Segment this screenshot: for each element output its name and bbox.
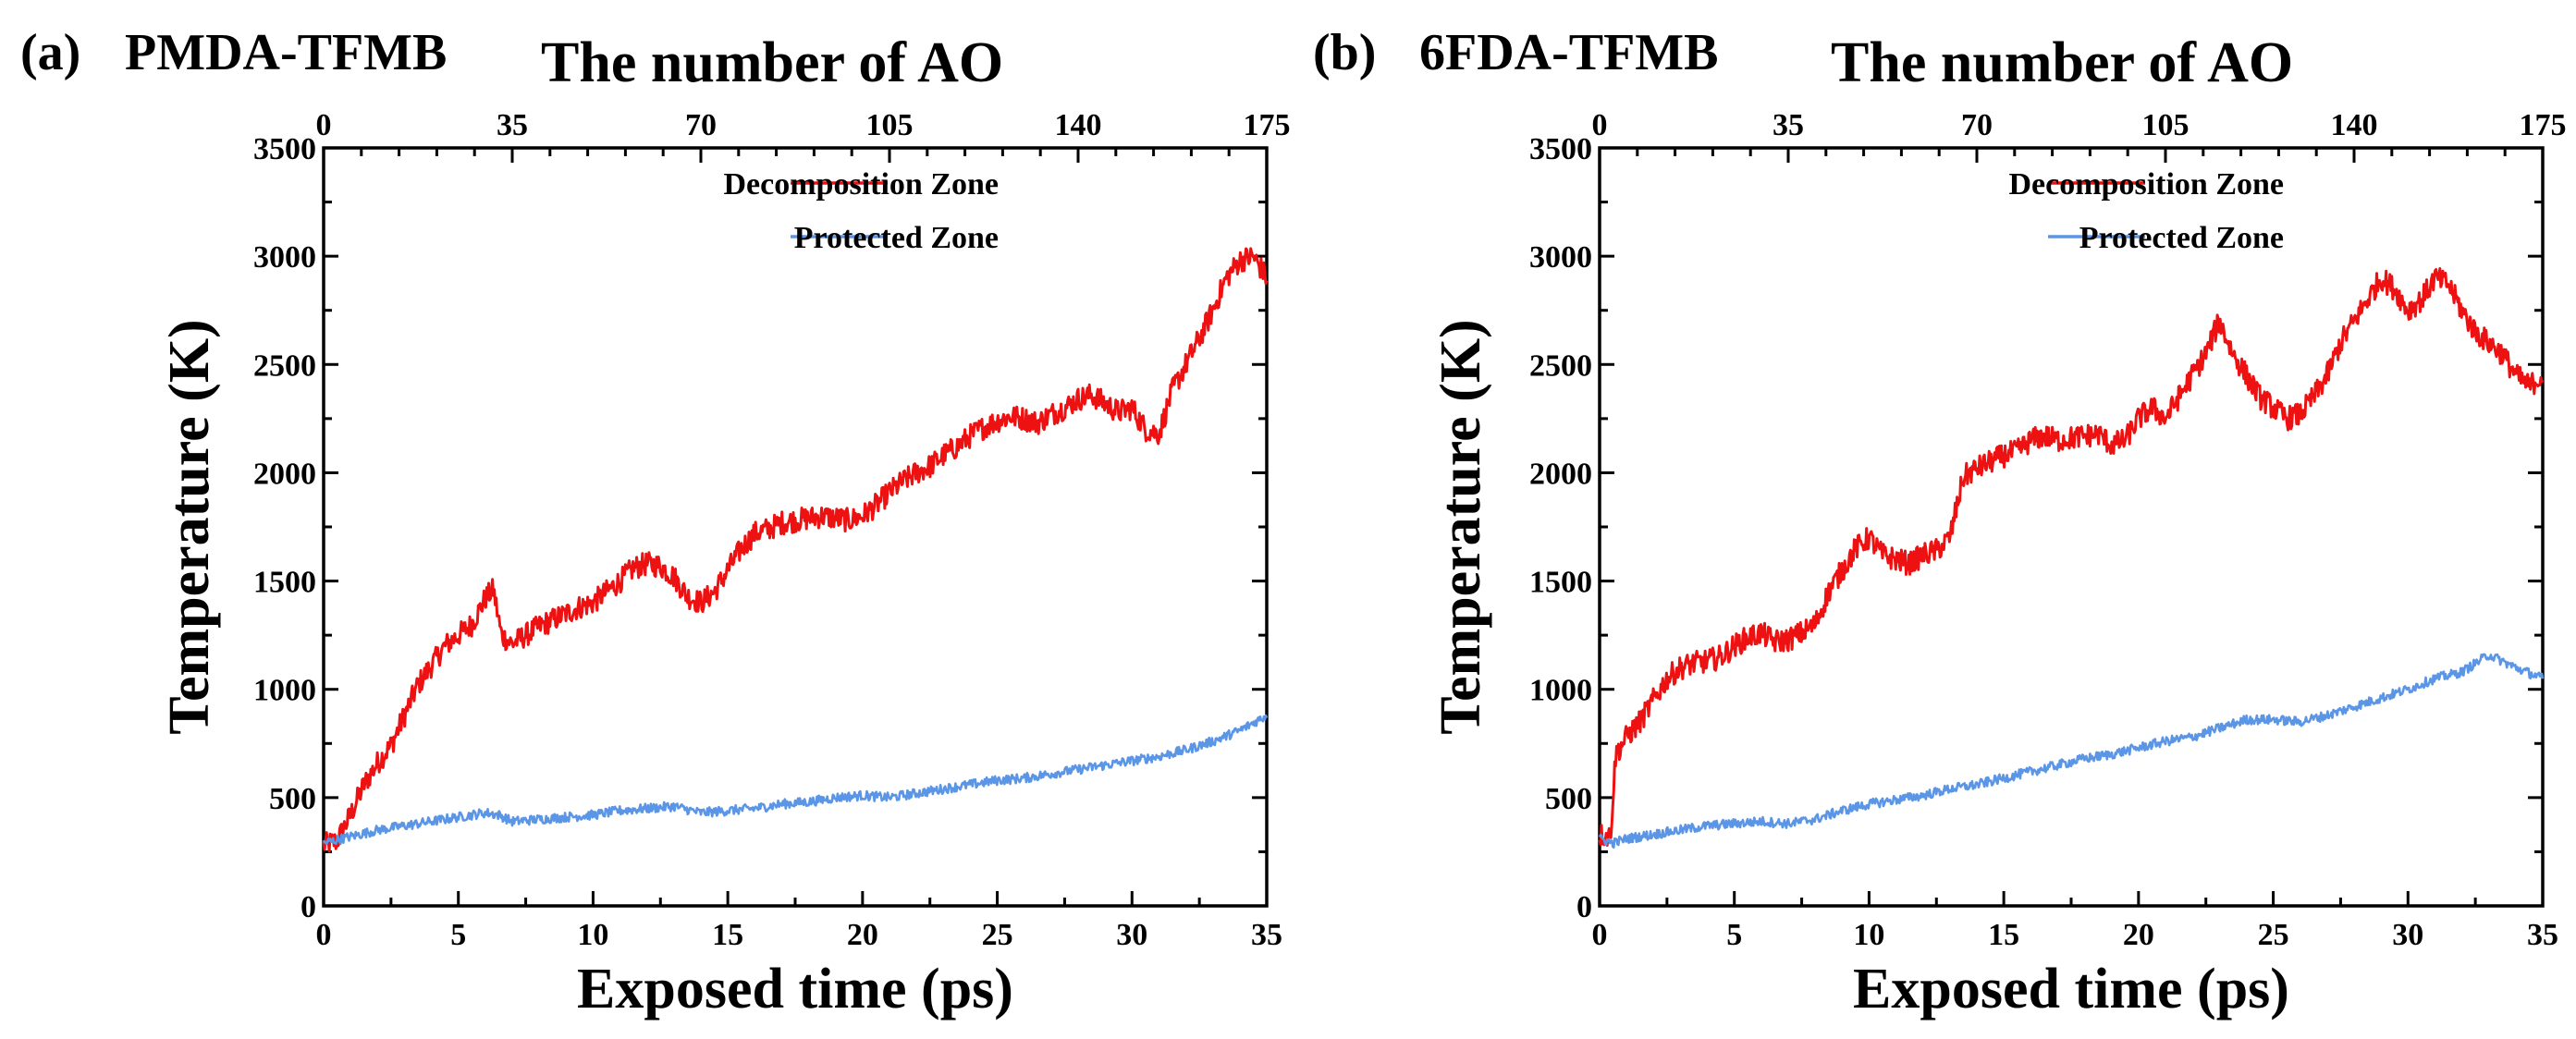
top-x-tick-label: 140 bbox=[1055, 108, 1102, 142]
top-x-tick-label: 0 bbox=[316, 108, 332, 142]
top-x-tick-label: 105 bbox=[2142, 108, 2190, 142]
y-tick-label: 500 bbox=[1545, 782, 1592, 816]
x-axis-title: Exposed time (ps) bbox=[1853, 958, 2289, 1021]
x-tick-label: 35 bbox=[2527, 918, 2558, 952]
panel-label: (a) bbox=[20, 24, 80, 81]
y-tick-label: 3000 bbox=[1529, 240, 1592, 275]
y-tick-label: 0 bbox=[301, 890, 316, 924]
top-axis-title: The number of AO bbox=[1831, 31, 2293, 94]
series-line-protected-zone bbox=[322, 714, 1269, 846]
top-x-tick-label: 175 bbox=[2520, 108, 2567, 142]
x-tick-label: 5 bbox=[450, 918, 466, 952]
x-tick-label: 30 bbox=[1116, 918, 1147, 952]
plot-frame bbox=[1598, 146, 2545, 908]
legend-label: Protected Zone bbox=[794, 221, 999, 255]
y-tick-label: 1000 bbox=[1529, 674, 1592, 708]
y-axis-title: Temperature (K) bbox=[158, 319, 221, 734]
top-x-tick-label: 140 bbox=[2331, 108, 2378, 142]
panel-a: (a) PMDA-TFMB The number of AO 0 5 10 15 20 25 30… bbox=[20, 24, 1291, 1021]
x-tick-label: 10 bbox=[577, 918, 608, 952]
x-axis-title: Exposed time (ps) bbox=[577, 958, 1013, 1021]
legend-label: Protected Zone bbox=[2079, 221, 2284, 255]
top-x-tick-label: 175 bbox=[1244, 108, 1291, 142]
x-tick-label: 25 bbox=[982, 918, 1013, 952]
x-tick-label: 0 bbox=[1592, 918, 1608, 952]
y-tick-label: 2500 bbox=[253, 348, 316, 383]
y-tick-label: 3500 bbox=[1529, 132, 1592, 166]
x-tick-label: 0 bbox=[316, 918, 332, 952]
x-tick-label: 10 bbox=[1853, 918, 1884, 952]
legend-label: Decomposition Zone bbox=[2009, 167, 2285, 202]
top-x-tick-label: 35 bbox=[497, 108, 528, 142]
top-axis-title: The number of AO bbox=[541, 31, 1003, 94]
x-tick-label: 20 bbox=[847, 918, 878, 952]
top-x-tick-label: 0 bbox=[1592, 108, 1608, 142]
x-tick-label: 25 bbox=[2258, 918, 2289, 952]
series-line-decomposition-zone bbox=[322, 247, 1269, 853]
y-tick-label: 1500 bbox=[1529, 566, 1592, 600]
x-tick-label: 5 bbox=[1726, 918, 1742, 952]
series-line-protected-zone bbox=[1598, 653, 2545, 850]
y-tick-label: 2500 bbox=[1529, 348, 1592, 383]
panel-b: (b) 6FDA-TFMB The number of AO 0 5 10 15 20 25 30… bbox=[1313, 24, 2567, 1021]
y-tick-label: 2000 bbox=[253, 457, 316, 491]
top-x-tick-label: 70 bbox=[685, 108, 717, 142]
x-tick-label: 15 bbox=[1988, 918, 2019, 952]
y-axis-title: Temperature (K) bbox=[1429, 319, 1492, 734]
panel-title: PMDA-TFMB bbox=[125, 24, 447, 81]
y-tick-label: 3500 bbox=[253, 132, 316, 166]
y-tick-label: 500 bbox=[269, 782, 316, 816]
y-tick-label: 1500 bbox=[253, 566, 316, 600]
series-line-decomposition-zone bbox=[1598, 267, 2545, 847]
panel-label: (b) bbox=[1313, 24, 1376, 81]
y-tick-label: 0 bbox=[1576, 890, 1592, 924]
legend-label: Decomposition Zone bbox=[724, 167, 1000, 202]
x-tick-label: 15 bbox=[712, 918, 743, 952]
x-tick-label: 35 bbox=[1251, 918, 1282, 952]
y-tick-label: 1000 bbox=[253, 674, 316, 708]
x-tick-label: 20 bbox=[2123, 918, 2154, 952]
y-tick-label: 3000 bbox=[253, 240, 316, 275]
top-x-tick-label: 105 bbox=[866, 108, 914, 142]
x-tick-label: 30 bbox=[2392, 918, 2423, 952]
panel-title: 6FDA-TFMB bbox=[1419, 24, 1719, 81]
top-x-tick-label: 35 bbox=[1773, 108, 1804, 142]
y-tick-label: 2000 bbox=[1529, 457, 1592, 491]
top-x-tick-label: 70 bbox=[1961, 108, 1993, 142]
